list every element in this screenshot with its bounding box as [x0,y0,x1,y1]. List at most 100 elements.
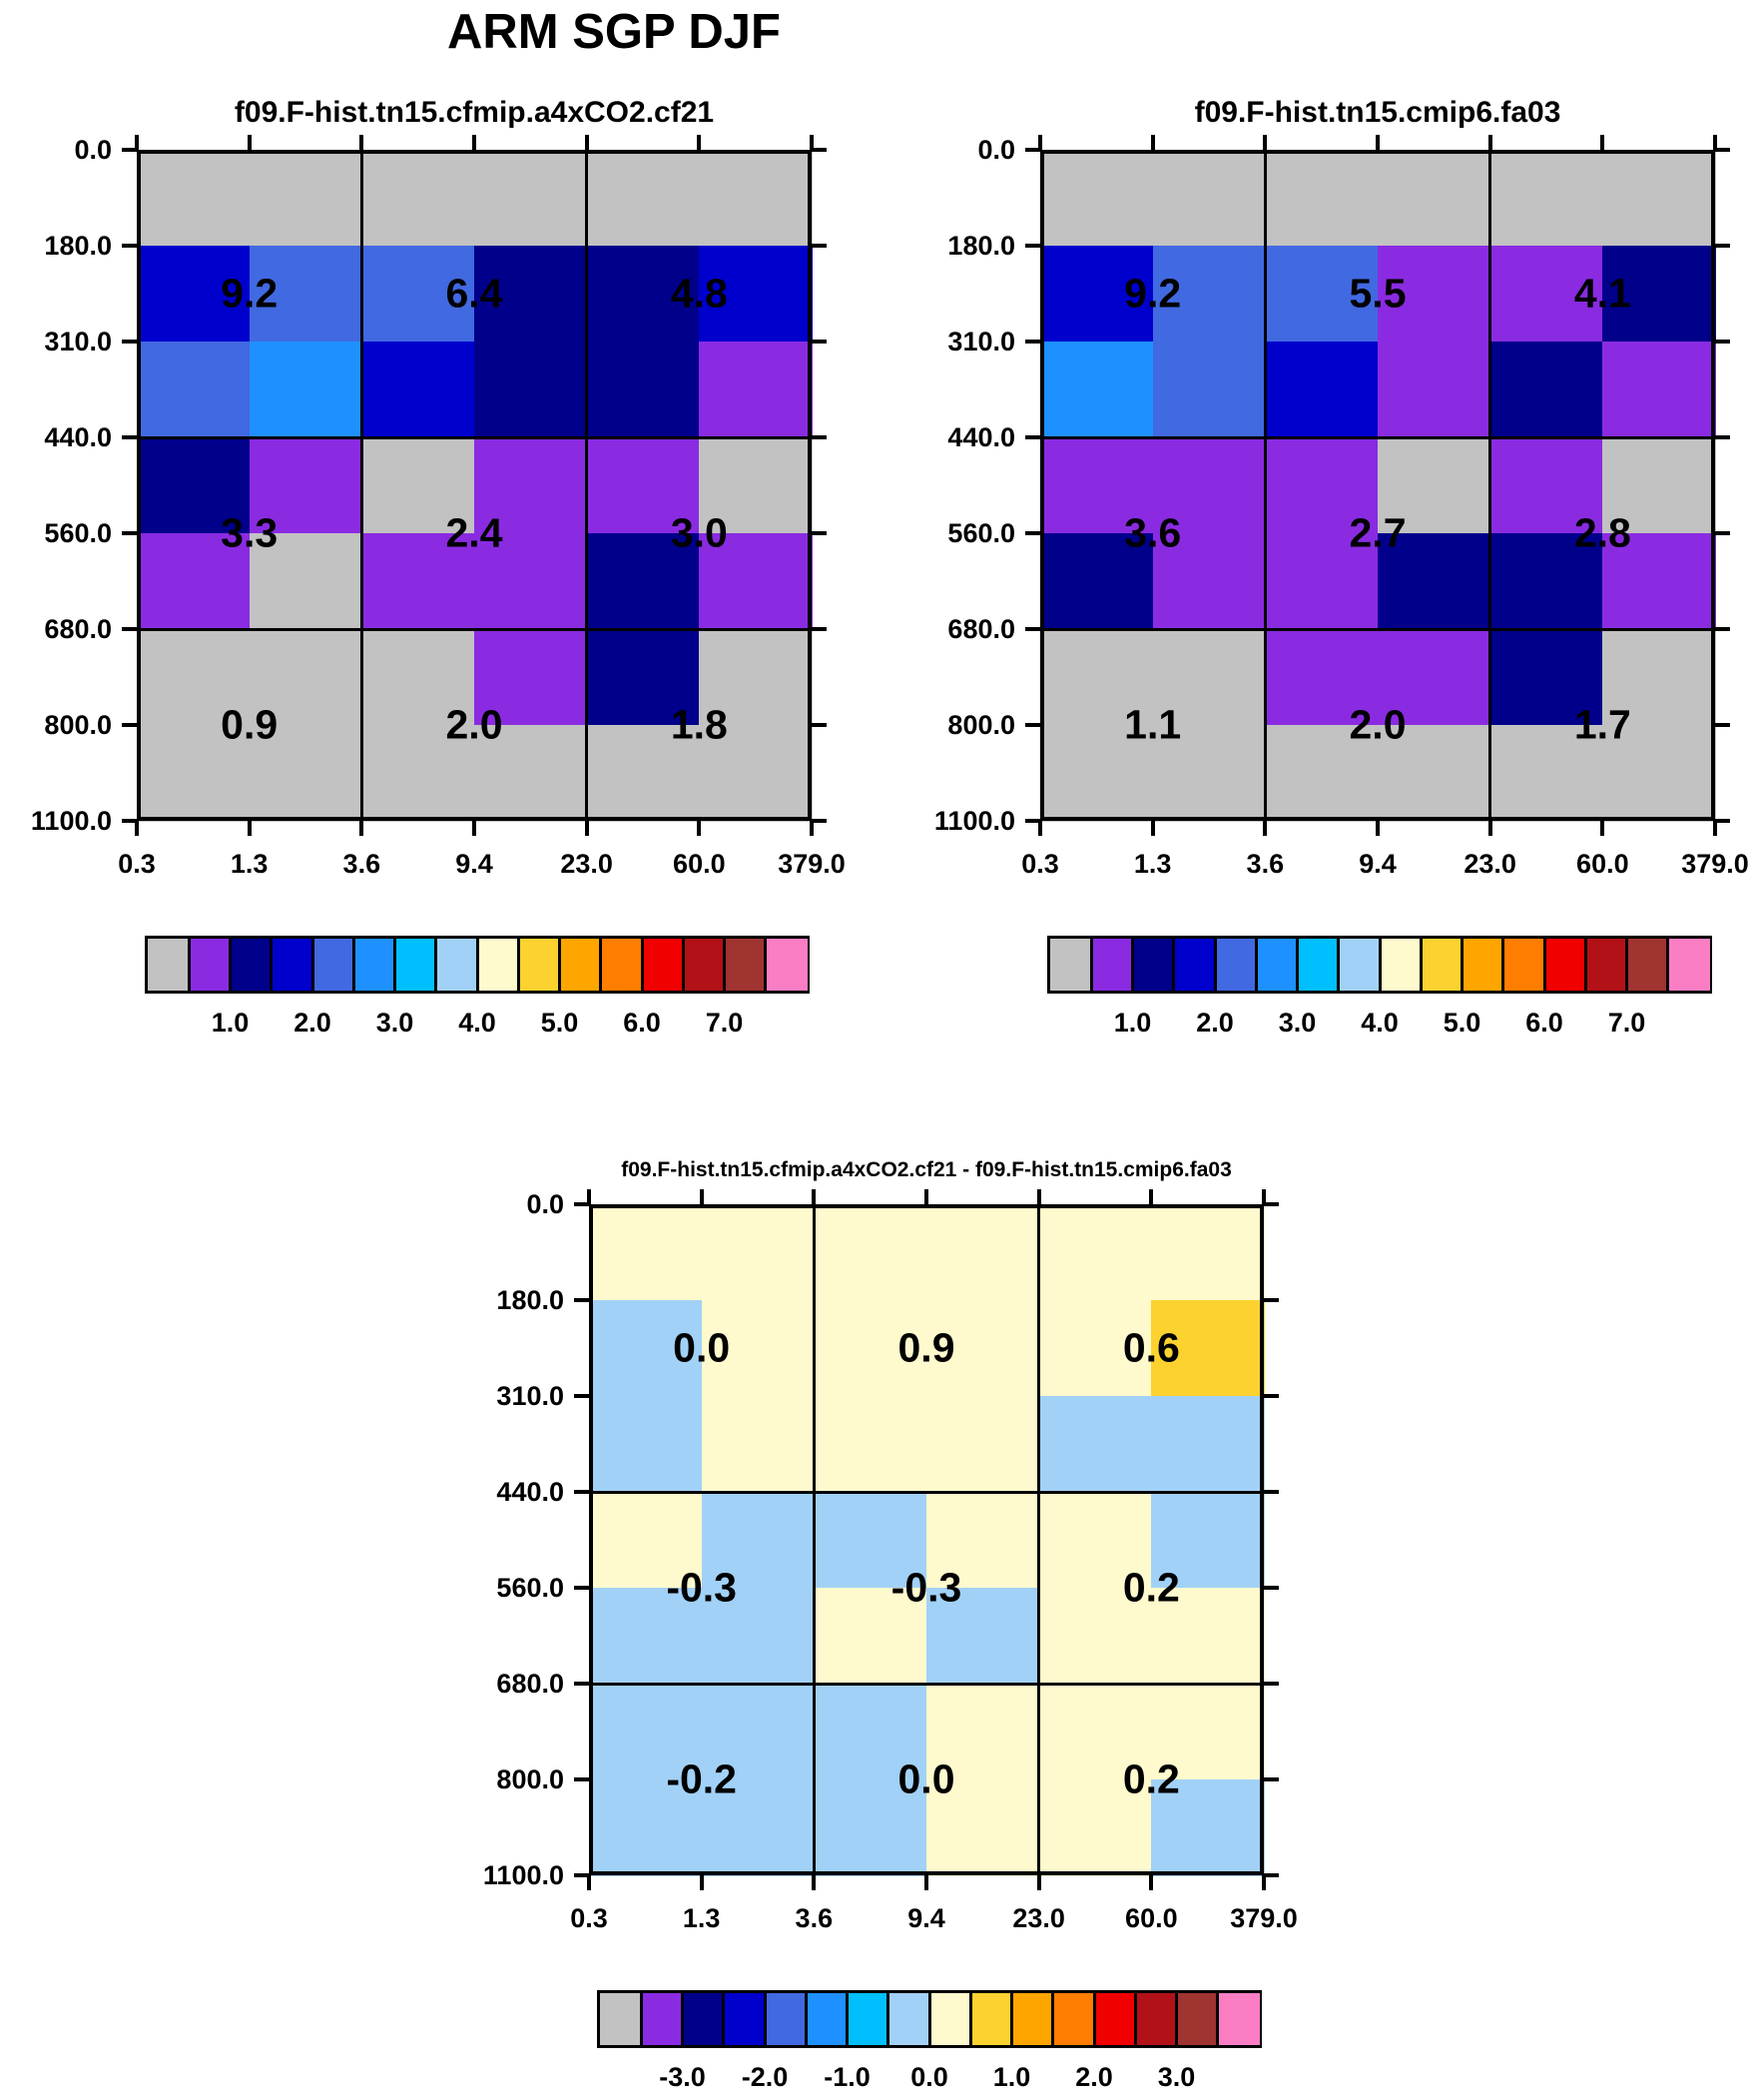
x-axis-tick-label: 3.6 [795,1903,834,1933]
colorbar-cell [723,1993,766,2045]
heatmap-cell [699,725,813,822]
axis-tick [587,1875,591,1890]
colorbar-cell [724,939,767,991]
main-title: ARM SGP DJF [447,5,781,59]
axis-tick [924,1875,928,1890]
heatmap-cell [137,342,251,438]
heatmap-cell [1040,150,1154,247]
heatmap-cell [1602,437,1716,534]
heatmap-panel: 0.0 180.0 310.0 440.0 560.0 680.0 800.0 1100.0 0… [934,96,1749,879]
cell-value-label: 1.8 [670,701,728,748]
axis-tick [1715,148,1730,152]
axis-tick [1263,821,1268,836]
axis-tick [1713,821,1717,836]
x-axis-tick-label: 0.3 [570,1903,608,1933]
colorbar-separator [1296,939,1299,991]
colorbar-cell [1338,939,1381,991]
heatmap-cell [1038,1204,1152,1301]
y-axis-tick-label: 0.0 [74,135,112,165]
colorbar-separator [1337,939,1341,991]
grid-line-horizontal [137,435,812,439]
axis-tick [359,135,364,150]
axis-tick [1264,1490,1279,1494]
axis-tick [1025,340,1040,344]
colorbar-cell [847,1993,889,2045]
axis-tick [812,819,827,823]
x-axis-tick-label: 9.4 [455,849,493,879]
colorbar-separator [351,939,355,991]
heatmap-cell [814,1204,927,1301]
heatmap-cell [137,437,251,534]
heatmap-cell [1040,725,1154,822]
heatmap-cell [1040,437,1154,534]
axis-tick [810,135,814,150]
heatmap-cell [361,629,475,726]
colorbar-separator [1172,939,1176,991]
axis-tick [574,1873,589,1877]
colorbar-tick-label: 0.0 [910,2062,948,2092]
colorbar-separator [1216,1993,1220,2045]
heatmap-cell [586,342,700,438]
axis-tick [1038,135,1042,150]
axis-tick [1025,435,1040,439]
heatmap-cell [1378,725,1491,822]
x-axis-tick-label: 379.0 [1230,1903,1298,1933]
colorbar-separator [681,1993,684,2045]
colorbar-cell [806,1993,848,2045]
y-axis-tick-label: 560.0 [44,518,112,548]
axis-tick [1262,1189,1266,1204]
grid-line-horizontal [1040,627,1715,631]
colorbar-separator [1213,939,1217,991]
heatmap-cell [926,1492,1040,1589]
x-axis-tick-label: 379.0 [1681,849,1749,879]
colorbar-cell [559,939,602,991]
cell-value-label: 0.6 [1122,1324,1180,1371]
colorbar-cell [600,1993,642,2045]
heatmap-cell [586,150,700,247]
axis-tick [472,821,476,836]
y-axis-tick-label: 560.0 [496,1573,564,1603]
axis-tick [699,1189,704,1204]
cell-value-label: 4.1 [1573,270,1631,317]
heatmap-cell [589,1396,703,1493]
colorbar-tick-label: 2.0 [1196,1008,1234,1038]
axis-tick [1262,1875,1266,1890]
colorbar-cell [641,1993,683,2045]
axis-tick [1713,135,1717,150]
heatmap-cell [1152,629,1266,726]
axis-tick [812,627,827,631]
axis-tick [1025,723,1040,727]
y-axis-tick-label: 310.0 [496,1381,564,1411]
colorbar-cell [1421,939,1463,991]
x-axis-tick-label: 9.4 [1359,849,1397,879]
grid-line-horizontal [1040,435,1715,439]
heatmap-cell [586,725,700,822]
axis-tick [812,1875,817,1890]
y-axis-tick-label: 680.0 [496,1669,564,1699]
heatmap-cell [1489,437,1603,534]
heatmap-cell [1038,1396,1152,1493]
heatmap-cell [589,1492,703,1589]
heatmap-cell [1489,342,1603,438]
heatmap-cell [589,1588,703,1685]
colorbar-tick-label: 6.0 [1525,1008,1563,1038]
cell-value-label: 5.5 [1349,270,1407,317]
heatmap-cell [814,1779,927,1876]
colorbar-separator [681,939,685,991]
axis-tick [1025,627,1040,631]
cell-value-label: 2.4 [445,509,503,556]
cell-value-label: 1.1 [1124,701,1182,748]
colorbar-separator [229,939,232,991]
heatmap-cell [1151,1779,1265,1876]
heatmap-cell [1038,1492,1152,1589]
heatmap-cell [137,150,251,247]
axis-tick [1263,135,1268,150]
y-axis-tick-label: 680.0 [947,614,1015,644]
heatmap-cell [1151,1492,1265,1589]
colorbar-separator [1501,939,1505,991]
axis-tick [1264,1298,1279,1302]
heatmap-cell [699,629,813,726]
axis-tick [1715,627,1730,631]
y-axis-tick-label: 560.0 [947,518,1015,548]
axis-tick [122,723,137,727]
